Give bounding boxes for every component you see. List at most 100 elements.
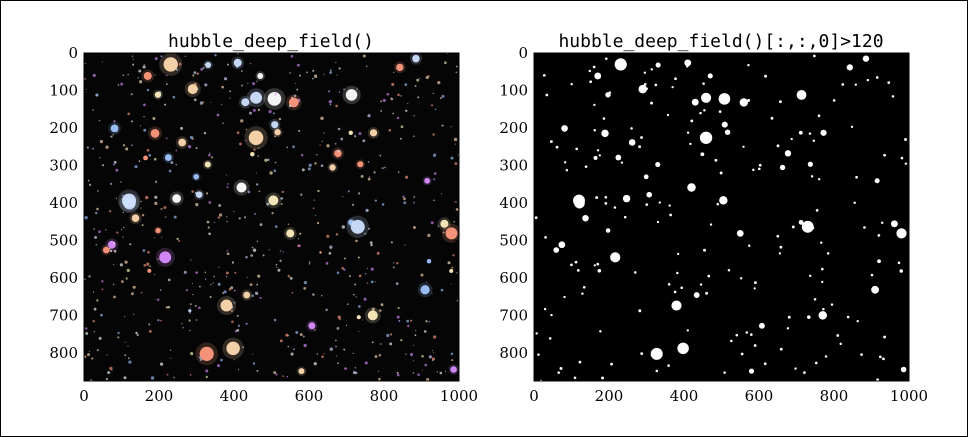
star: [122, 236, 124, 238]
star: [445, 227, 458, 240]
star: [371, 341, 374, 344]
star: [169, 349, 172, 351]
star: [343, 257, 346, 260]
star: [344, 367, 347, 370]
star: [249, 62, 252, 65]
star: [404, 83, 408, 87]
star: [450, 366, 457, 373]
mask-blob: [622, 194, 631, 203]
star: [365, 208, 369, 212]
star: [444, 370, 447, 373]
star: [88, 275, 91, 278]
star: [245, 140, 247, 142]
star: [189, 307, 191, 309]
mask-blob: [667, 283, 671, 286]
star: [223, 290, 227, 294]
star: [188, 319, 191, 322]
star: [335, 104, 338, 108]
star: [356, 315, 361, 320]
star: [154, 57, 158, 61]
mask-blob: [535, 332, 538, 335]
star: [370, 280, 374, 284]
star: [204, 63, 206, 65]
star: [222, 292, 224, 294]
star: [426, 259, 432, 264]
star: [300, 153, 304, 157]
mask-blob: [658, 201, 661, 204]
star: [400, 125, 404, 129]
star: [216, 113, 220, 117]
mask-blob: [721, 121, 728, 128]
star: [86, 146, 89, 149]
mask-blob: [897, 261, 901, 265]
star: [412, 135, 415, 138]
star: [298, 74, 301, 77]
star: [434, 108, 437, 111]
star: [89, 350, 91, 353]
star: [274, 93, 277, 96]
star: [432, 359, 434, 361]
mask-blob: [807, 315, 811, 319]
star: [451, 266, 454, 269]
star: [84, 77, 86, 80]
mask-blob: [667, 364, 670, 367]
mask-blob: [615, 154, 622, 161]
mask-blob: [900, 366, 907, 373]
star: [234, 271, 237, 274]
star: [233, 301, 236, 304]
star: [417, 373, 420, 376]
mask-blob: [736, 230, 744, 237]
star: [123, 226, 125, 229]
star: [329, 69, 332, 72]
mask-blob: [613, 206, 617, 209]
mask-blob: [891, 95, 895, 98]
mask-blob: [633, 271, 637, 274]
mask-blob: [808, 132, 812, 135]
star: [441, 124, 444, 127]
star: [88, 183, 92, 187]
star: [362, 139, 366, 143]
y-tick-label: 700: [49, 306, 78, 324]
mask-blob: [654, 83, 658, 87]
mask-blob: [676, 252, 680, 256]
star: [419, 77, 421, 79]
x-tick-label: 1000: [440, 387, 478, 405]
star: [222, 122, 224, 125]
star: [427, 233, 431, 238]
mask-blob: [758, 322, 765, 329]
star: [257, 72, 264, 79]
mask-blob: [620, 161, 624, 164]
star: [211, 156, 214, 159]
star: [245, 128, 248, 131]
mask-blob: [669, 213, 672, 217]
star: [175, 68, 178, 71]
star: [187, 145, 192, 149]
star: [206, 220, 210, 224]
mask-blob: [555, 145, 559, 149]
star: [358, 330, 360, 332]
mask-blob: [841, 83, 845, 86]
star: [368, 176, 371, 178]
star: [212, 282, 214, 284]
star: [159, 362, 164, 366]
mask-blob: [602, 117, 606, 120]
mask-blob: [748, 244, 751, 248]
star: [396, 371, 399, 374]
mask-blob: [676, 271, 679, 275]
star: [108, 248, 111, 250]
star: [432, 133, 435, 136]
mask-blob: [776, 144, 780, 148]
mask-blob: [573, 194, 585, 207]
star: [362, 319, 364, 321]
mask-blob: [855, 175, 858, 179]
star: [242, 346, 245, 349]
x-tick-label: 400: [220, 387, 249, 405]
mask-blob: [687, 183, 696, 192]
star: [240, 119, 244, 123]
star: [348, 130, 353, 135]
star: [141, 224, 144, 227]
star: [420, 285, 430, 295]
star: [189, 312, 191, 314]
mask-blob: [595, 196, 599, 199]
mask-blob: [596, 149, 600, 152]
